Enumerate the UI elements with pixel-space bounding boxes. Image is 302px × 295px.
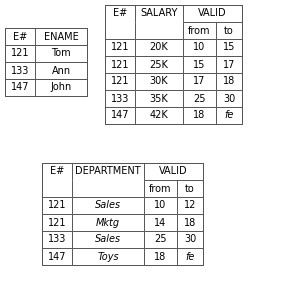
Text: 25K: 25K bbox=[149, 60, 169, 70]
Text: 15: 15 bbox=[193, 60, 206, 70]
Text: 147: 147 bbox=[48, 252, 66, 261]
Text: 121: 121 bbox=[48, 217, 66, 227]
Text: 18: 18 bbox=[223, 76, 235, 86]
Text: to: to bbox=[185, 183, 195, 194]
Text: John: John bbox=[50, 83, 72, 93]
Text: 147: 147 bbox=[111, 111, 129, 120]
Text: 25: 25 bbox=[193, 94, 206, 104]
Text: 133: 133 bbox=[11, 65, 29, 76]
Text: 121: 121 bbox=[111, 76, 129, 86]
Text: 133: 133 bbox=[111, 94, 129, 104]
Text: to: to bbox=[224, 25, 234, 35]
Bar bbox=[42, 163, 203, 265]
Text: 17: 17 bbox=[193, 76, 206, 86]
Text: 121: 121 bbox=[48, 201, 66, 211]
Text: Tom: Tom bbox=[51, 48, 71, 58]
Text: fe: fe bbox=[185, 252, 195, 261]
Bar bbox=[105, 5, 242, 124]
Text: 133: 133 bbox=[48, 235, 66, 245]
Text: 121: 121 bbox=[111, 42, 129, 53]
Text: Mktg: Mktg bbox=[96, 217, 120, 227]
Text: Toys: Toys bbox=[97, 252, 119, 261]
Text: 42K: 42K bbox=[149, 111, 169, 120]
Text: 121: 121 bbox=[11, 48, 29, 58]
Text: 35K: 35K bbox=[149, 94, 169, 104]
Text: 18: 18 bbox=[184, 217, 196, 227]
Text: from: from bbox=[188, 25, 211, 35]
Text: DEPARTMENT: DEPARTMENT bbox=[75, 166, 141, 176]
Text: VALID: VALID bbox=[198, 9, 227, 19]
Bar bbox=[5, 28, 87, 96]
Text: Ann: Ann bbox=[51, 65, 71, 76]
Text: 18: 18 bbox=[154, 252, 167, 261]
Text: 25: 25 bbox=[154, 235, 167, 245]
Text: 18: 18 bbox=[193, 111, 206, 120]
Text: E#: E# bbox=[50, 166, 64, 176]
Text: 15: 15 bbox=[223, 42, 235, 53]
Text: from: from bbox=[149, 183, 172, 194]
Text: SALARY: SALARY bbox=[140, 9, 178, 19]
Text: 10: 10 bbox=[154, 201, 167, 211]
Text: 10: 10 bbox=[193, 42, 206, 53]
Text: Sales: Sales bbox=[95, 235, 121, 245]
Text: ENAME: ENAME bbox=[43, 32, 79, 42]
Text: 17: 17 bbox=[223, 60, 235, 70]
Text: 30K: 30K bbox=[150, 76, 168, 86]
Text: 12: 12 bbox=[184, 201, 196, 211]
Text: VALID: VALID bbox=[159, 166, 188, 176]
Text: 14: 14 bbox=[154, 217, 167, 227]
Text: 20K: 20K bbox=[149, 42, 169, 53]
Text: Sales: Sales bbox=[95, 201, 121, 211]
Text: fe: fe bbox=[224, 111, 234, 120]
Text: 121: 121 bbox=[111, 60, 129, 70]
Text: 30: 30 bbox=[223, 94, 235, 104]
Text: E#: E# bbox=[113, 9, 127, 19]
Text: 147: 147 bbox=[11, 83, 29, 93]
Text: E#: E# bbox=[13, 32, 27, 42]
Text: 30: 30 bbox=[184, 235, 196, 245]
